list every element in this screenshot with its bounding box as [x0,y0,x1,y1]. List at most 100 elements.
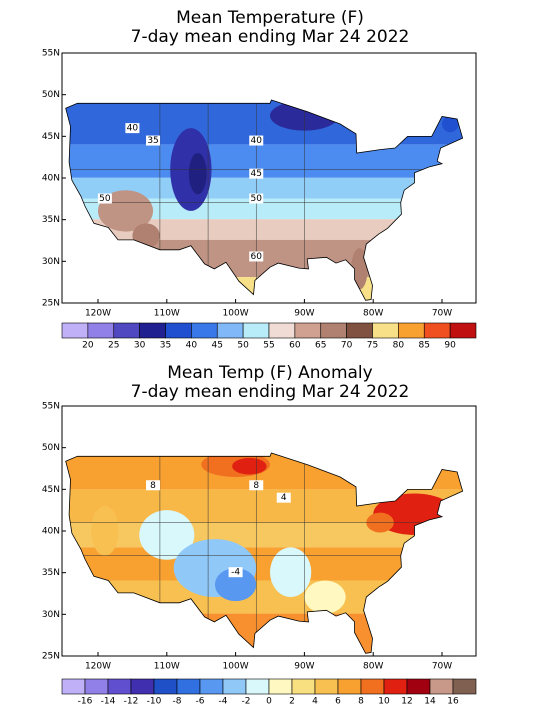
colorbar-swatch [398,322,425,339]
country-outline [65,452,464,654]
lat-label: 55N [42,402,60,412]
lon-label: 80W [363,309,383,319]
color-region [270,547,312,598]
lat-label: 55N [42,49,60,59]
colorbar-label: 2 [289,697,295,707]
lat-label: 50N [42,443,60,453]
colorbar-swatch [191,322,218,339]
colorbar-label: 80 [393,341,405,351]
lon-label: 100W [223,662,249,672]
lon-label: 70W [432,309,452,319]
lat-label: 35N [42,215,60,225]
colorbar-label: 6 [335,697,341,707]
colorbar-label: 75 [367,341,378,351]
contour-label: -4 [231,568,240,578]
lat-label: 45N [42,132,60,142]
colorbar-label: 30 [134,341,146,351]
contour-label: 40 [127,124,139,134]
contour-label: 4 [281,493,287,503]
contour-label: 60 [251,252,263,262]
contour-label-bg [125,123,140,134]
colorbar-swatch [360,678,385,695]
colorbar-swatch [406,678,431,695]
colorbar-swatch [383,678,408,695]
colorbar-swatch [337,678,362,695]
lon-label: 120W [85,662,111,672]
colorbar-label: 85 [419,341,430,351]
contour-label: 45 [251,169,262,179]
lon-label: 90W [294,662,314,672]
contour-label-bg [97,193,112,204]
colorbar-swatch [176,678,201,695]
lat-label: 40N [42,174,60,184]
colorbar-swatch [423,322,451,339]
contour-label: 35 [147,136,158,146]
colorbar-label: -2 [242,697,251,707]
color-region [214,568,257,602]
lat-label: 25N [42,652,60,662]
colorbar-label: -14 [101,697,116,707]
lon-label: 100W [223,309,249,319]
color-region [442,115,459,133]
colorbar-swatch [268,322,296,339]
colorbar-label: 90 [444,341,456,351]
colorbar-label: 70 [341,341,353,351]
lon-label: 90W [294,309,314,319]
colorbar-swatch [153,678,178,695]
color-region [91,505,119,556]
colorbar-swatch [449,322,477,339]
colorbar-label: 35 [160,341,171,351]
colorbar-swatch [268,678,293,695]
lon-label: 80W [363,662,383,672]
contour-label-bg [249,480,264,491]
contour-label-bg [228,567,243,578]
contour-label-bg [249,168,264,179]
contour-label: 40 [251,136,263,146]
colorbar-swatch [346,322,373,339]
colorbar-label: 60 [289,341,301,351]
map-subtitle: 7-day mean ending Mar 24 2022 [131,382,410,402]
colorbar-swatch [452,678,477,695]
colorbar-label: 50 [237,341,249,351]
lat-label: 45N [42,485,60,495]
contour-label: 50 [99,194,111,204]
lat-label: 50N [42,90,60,100]
color-region [304,580,346,614]
contour-label-bg [249,193,264,204]
contour-label: 50 [251,194,263,204]
colorbar-label: -4 [219,697,228,707]
color-region [351,248,368,290]
colorbar-label: 55 [263,341,274,351]
colorbar-label: 20 [82,341,94,351]
colorbar-swatch [372,322,399,339]
colorbar-label: 10 [378,697,390,707]
map-title: Mean Temp (F) Anomaly [167,363,372,383]
colorbar-label: 4 [312,697,318,707]
contour-label-bg [276,492,291,503]
contour-label-bg [146,135,161,146]
colorbar-label: 40 [186,341,198,351]
contour-label-bg [249,135,264,146]
colorbar-label: -8 [173,697,182,707]
colorbar-swatch [291,678,316,695]
colorbar-swatch [87,322,115,339]
map-title: Mean Temperature (F) [176,8,364,28]
colorbar-swatch [216,322,244,339]
colorbar-label: -6 [196,697,205,707]
colorbar-label: 65 [315,341,326,351]
map-panel: Mean Temperature (F)7-day mean ending Ma… [42,8,477,351]
color-region [188,152,207,195]
lon-label: 120W [85,309,111,319]
contour-label: 8 [150,481,156,491]
colorbar-swatch [61,322,89,339]
colorbar-swatch [130,678,155,695]
color-band [65,547,463,581]
colorbar-label: 12 [401,697,412,707]
map-subtitle: 7-day mean ending Mar 24 2022 [131,27,410,47]
colorbar-swatch [61,678,86,695]
field [65,100,463,301]
colorbar-label: 8 [358,697,364,707]
colorbar-swatch [245,678,270,695]
